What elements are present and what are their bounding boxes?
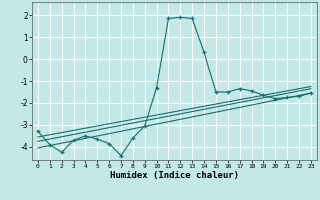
X-axis label: Humidex (Indice chaleur): Humidex (Indice chaleur) bbox=[110, 171, 239, 180]
